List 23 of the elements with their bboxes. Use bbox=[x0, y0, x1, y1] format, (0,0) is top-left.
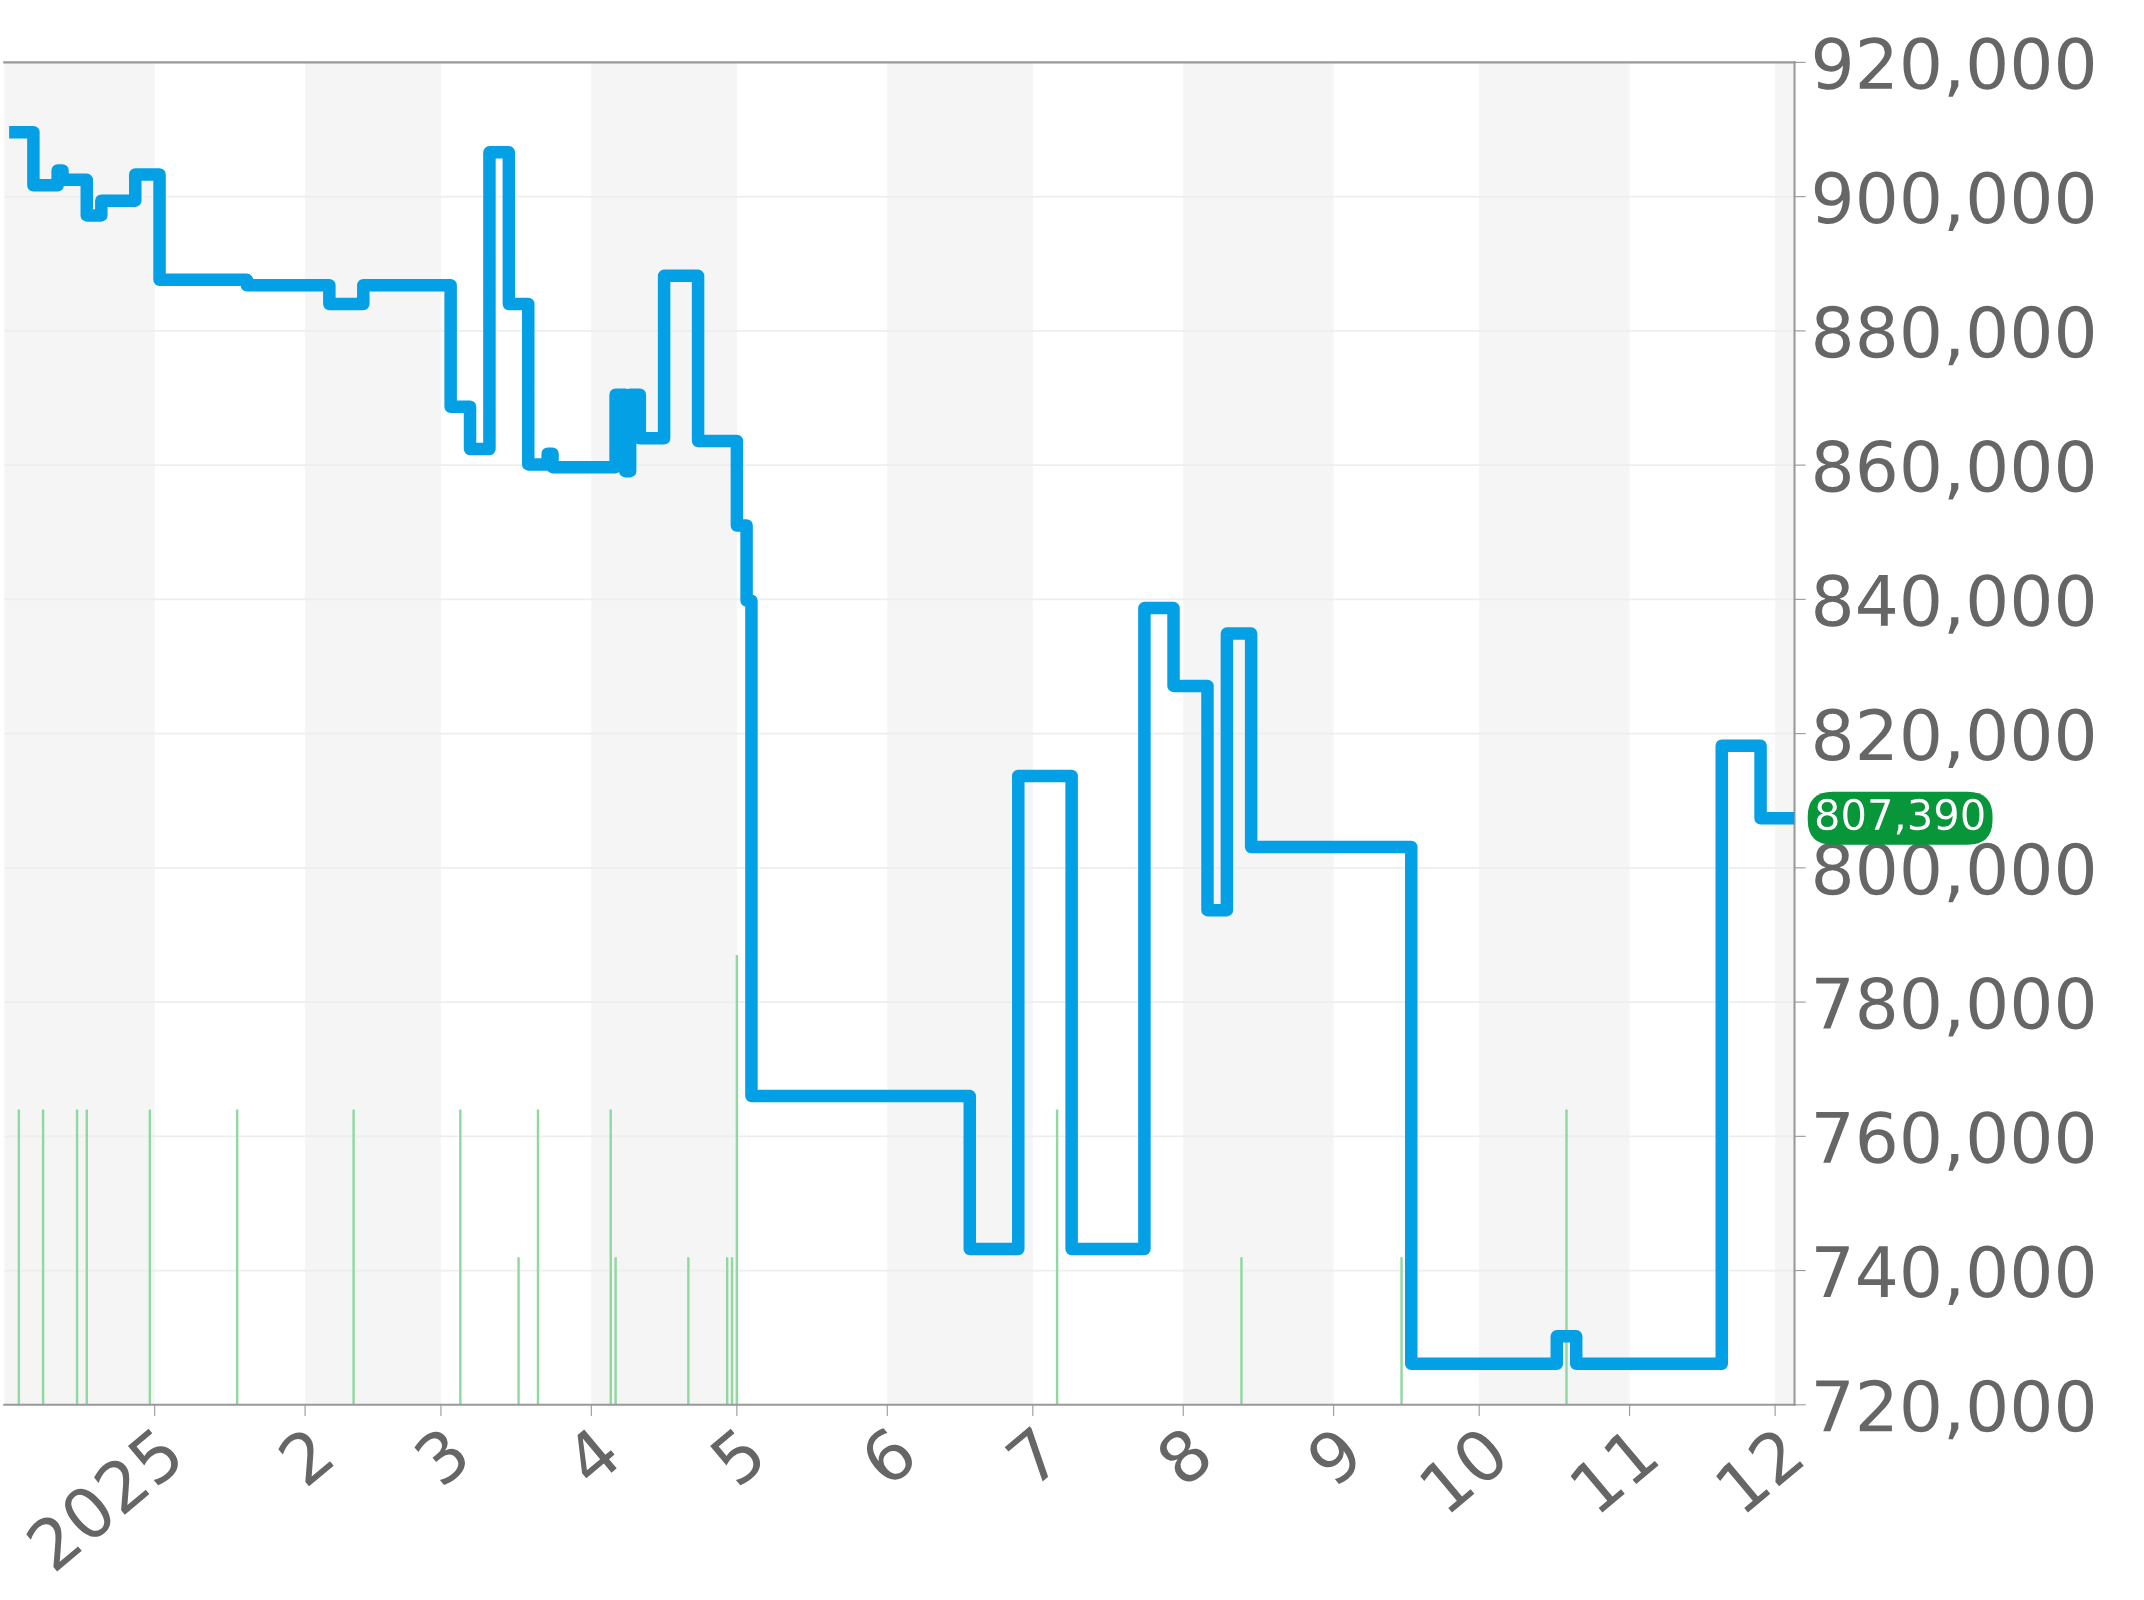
x-tick-label: 9 bbox=[1303, 1424, 1365, 1488]
y-tick-label: 720,000 bbox=[1816, 1379, 2094, 1440]
y-tick-label: 920,000 bbox=[1814, 37, 2094, 97]
y-tick-label: 760,000 bbox=[1816, 1111, 2094, 1171]
x-tick-label: 3 bbox=[411, 1425, 472, 1487]
y-tick-label: 840,000 bbox=[1815, 574, 2094, 634]
y-tick-label: 900,000 bbox=[1814, 171, 2094, 232]
x-tick-label: 2 bbox=[275, 1426, 334, 1487]
x-tick-label: 5 bbox=[708, 1426, 767, 1487]
x-tick-label: 11 bbox=[1569, 1426, 1659, 1514]
y-tick-label: 740,000 bbox=[1816, 1245, 2094, 1306]
x-tick-label: 6 bbox=[857, 1424, 919, 1488]
y-tick-label: 800,000 bbox=[1815, 842, 2094, 903]
x-tick-label: 8 bbox=[1153, 1424, 1215, 1488]
y-tick-label: 860,000 bbox=[1815, 439, 2094, 500]
y-tick-label: 820,000 bbox=[1815, 708, 2094, 769]
x-tick-label: 10 bbox=[1418, 1424, 1511, 1514]
y-tick-label: 880,000 bbox=[1815, 305, 2094, 366]
annotation: 807,390 bbox=[1816, 798, 1984, 835]
y-tick-label: 780,000 bbox=[1816, 976, 2094, 1037]
x-tick-label: 7 bbox=[1004, 1426, 1063, 1486]
x-tick-label: 12 bbox=[1714, 1426, 1804, 1514]
x-tick-label: 4 bbox=[561, 1424, 623, 1488]
